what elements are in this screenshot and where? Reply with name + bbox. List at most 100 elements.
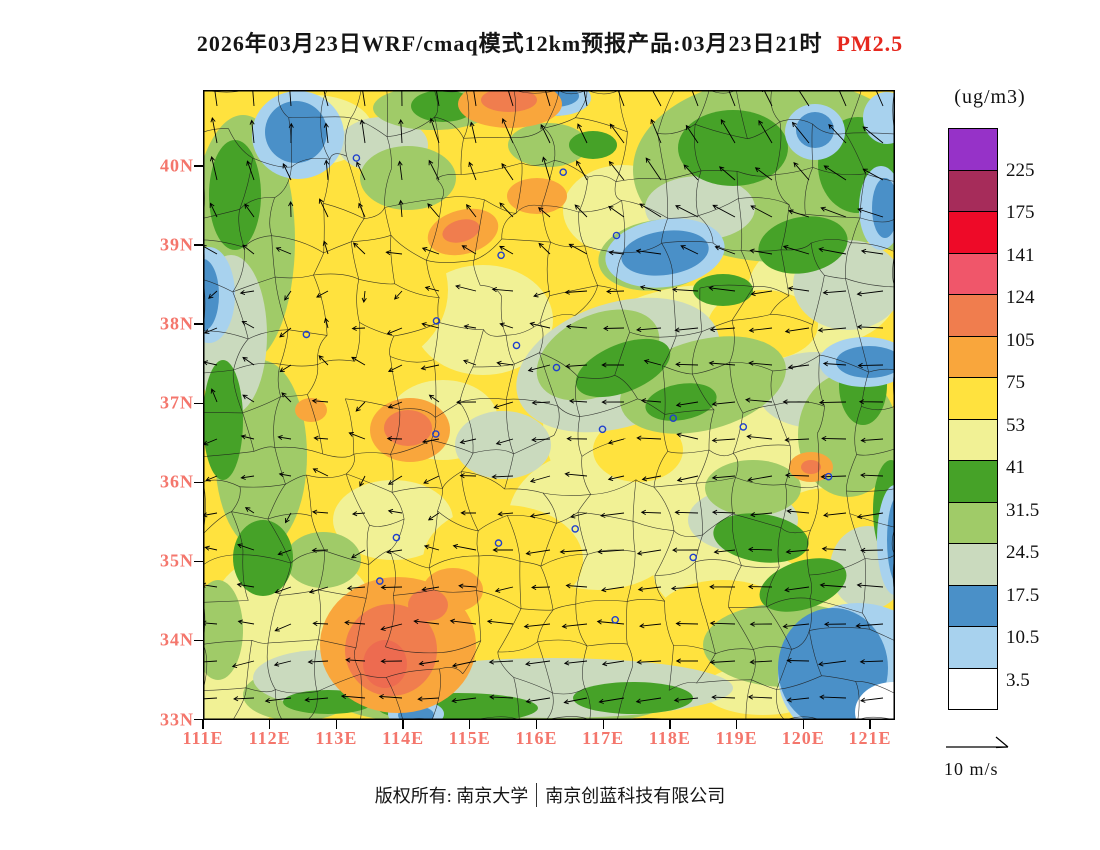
- wind-arrow: [242, 244, 255, 255]
- wind-arrow: [750, 290, 773, 297]
- county-border-line: [385, 646, 437, 654]
- county-border-line: [731, 477, 736, 514]
- lon-label: 113E: [315, 728, 358, 748]
- concentration-region: [363, 640, 407, 688]
- lat-label: 34N: [160, 629, 194, 650]
- county-border-line: [575, 604, 588, 647]
- wind-arrow: [782, 245, 810, 255]
- wind-arrow: [252, 90, 255, 107]
- wind-arrow: [244, 507, 255, 514]
- county-border-line: [353, 452, 391, 455]
- county-border-line: [313, 273, 359, 280]
- wind-arrow: [421, 586, 440, 592]
- wind-arrow: [709, 326, 736, 333]
- legend-color-swatch: [948, 377, 998, 420]
- lat-label: 36N: [160, 471, 194, 492]
- wind-arrow: [680, 245, 699, 255]
- county-border-line: [539, 295, 550, 323]
- wind-arrow: [203, 697, 218, 700]
- county-border-line: [233, 362, 281, 371]
- wind-arrow: [231, 660, 255, 669]
- county-border-line: [497, 608, 522, 653]
- wind-arrow: [491, 474, 514, 480]
- lon-tick: [202, 720, 204, 729]
- county-border-line: [540, 566, 554, 610]
- wind-arrow: [862, 126, 884, 144]
- wind-arrow: [214, 90, 218, 107]
- county-border-line: [578, 200, 622, 213]
- county-border-line: [662, 335, 677, 366]
- legend-value-label: 17.5: [1006, 584, 1040, 606]
- wind-arrow: [397, 160, 403, 181]
- legend-color-swatch: [948, 543, 998, 586]
- wind-arrow: [359, 475, 366, 487]
- wind-arrow: [784, 586, 810, 593]
- lon-label: 115E: [448, 728, 491, 748]
- county-border-line: [858, 331, 869, 373]
- county-border-line: [805, 214, 861, 219]
- station-marker: [824, 472, 833, 481]
- wind-arrow: [533, 290, 551, 298]
- county-border-line: [364, 207, 385, 219]
- station-marker: [552, 363, 561, 372]
- wind-arrow: [860, 437, 884, 443]
- county-border-line: [818, 355, 825, 407]
- wind-arrow: [565, 324, 588, 330]
- county-border-line: [280, 329, 289, 365]
- county-border-line: [549, 285, 598, 296]
- wind-arrow: [273, 660, 292, 667]
- wind-arrow: [488, 659, 514, 665]
- county-border-line: [505, 335, 515, 365]
- county-border-line: [203, 554, 243, 566]
- legend-color-swatch: [948, 460, 998, 503]
- county-border-line: [865, 554, 895, 560]
- wind-arrow: [459, 473, 477, 479]
- wind-arrow: [452, 543, 477, 551]
- wind-arrow: [451, 697, 477, 704]
- legend-color-swatch: [948, 418, 998, 461]
- county-border-line: [584, 245, 598, 286]
- county-border-line: [359, 322, 394, 337]
- county-border-line: [584, 688, 591, 720]
- county-border-line: [285, 474, 307, 485]
- wind-arrow: [597, 549, 625, 555]
- county-border-line: [461, 452, 474, 472]
- lat-tick: [194, 402, 203, 404]
- wind-arrow: [782, 399, 810, 405]
- legend-color-swatch: [948, 211, 998, 254]
- wind-arrow: [859, 659, 884, 665]
- county-border-line: [268, 639, 319, 644]
- wind-arrow: [608, 250, 625, 256]
- county-border-line: [434, 90, 439, 118]
- wind-arrow: [636, 549, 662, 556]
- county-border-line: [232, 291, 249, 340]
- lon-tick: [802, 720, 804, 729]
- county-border-line: [369, 518, 405, 527]
- wind-arrow: [675, 658, 698, 664]
- wind-arrow: [749, 621, 773, 627]
- wind-arrow: [635, 248, 662, 255]
- legend-value-label: 10.5: [1006, 627, 1040, 648]
- county-border-line: [541, 205, 551, 243]
- county-border-line: [356, 279, 360, 323]
- county-border-line: [307, 364, 319, 395]
- wind-arrow: [499, 322, 514, 329]
- lon-label: 116E: [515, 728, 558, 748]
- county-border-line: [267, 518, 292, 564]
- county-border-line: [231, 486, 241, 512]
- county-border-line: [673, 645, 716, 654]
- wind-arrow: [525, 660, 551, 667]
- county-border-line: [632, 521, 675, 531]
- legend-color-swatch: [948, 128, 998, 171]
- county-border-line: [775, 167, 813, 175]
- county-border-line: [701, 170, 738, 172]
- wind-arrow: [673, 697, 699, 703]
- lon-tick: [269, 720, 271, 729]
- wind-arrow: [675, 401, 699, 408]
- county-border-line: [859, 173, 866, 218]
- county-border-line: [845, 278, 895, 288]
- wind-arrow: [818, 660, 847, 667]
- county-border-line: [318, 639, 357, 649]
- county-border-line: [313, 252, 324, 276]
- county-border-line: [616, 289, 630, 333]
